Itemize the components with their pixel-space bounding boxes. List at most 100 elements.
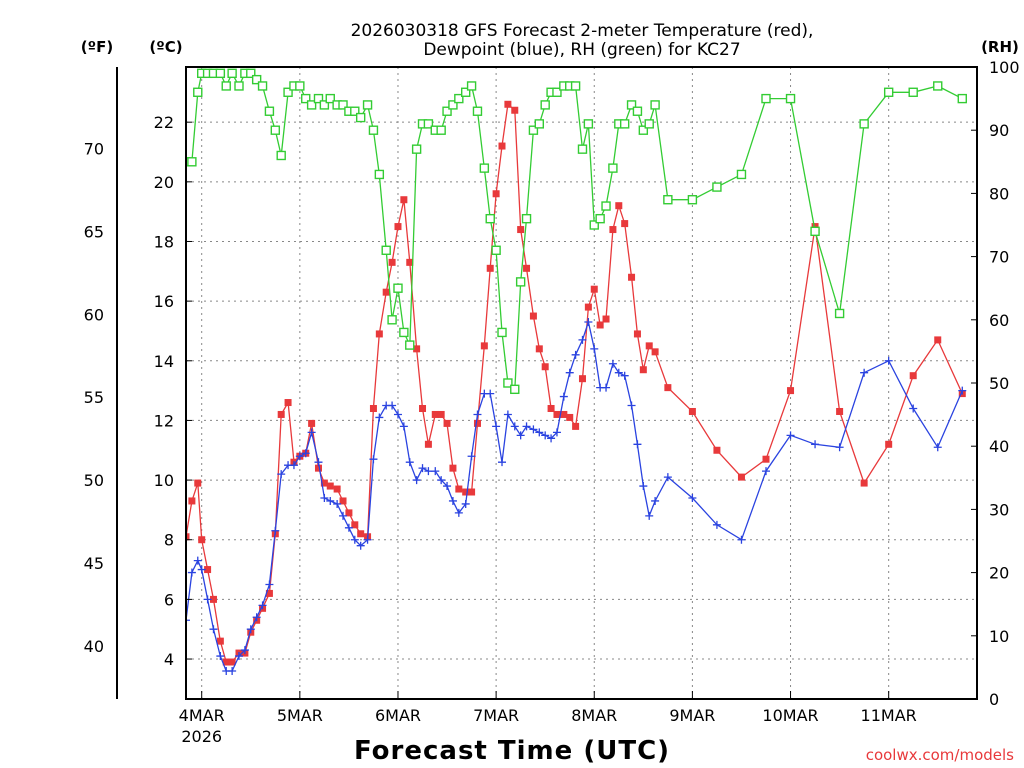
rh-marker (387, 315, 397, 325)
temperature-marker (860, 479, 868, 487)
dewpoint-marker (510, 422, 519, 431)
fahrenheit-tick-label: 60 (84, 305, 104, 324)
temperature-marker (209, 595, 217, 603)
temperature-marker (419, 405, 427, 413)
rh-marker (338, 100, 348, 110)
dewpoint-marker (663, 473, 672, 482)
temperature-marker (188, 497, 196, 505)
temperature-marker (584, 303, 592, 311)
temperature-line (186, 103, 963, 663)
temperature-marker (314, 464, 322, 472)
axis-layer: 4 6 8 10 12 14 16 18 20 22 4MAR 5MAR 6MAR 7MAR 8MAR 9MA… (84, 58, 1020, 746)
dewpoint-marker (958, 386, 967, 395)
temperature-marker (437, 410, 445, 418)
rh-tick-label: 70 (989, 248, 1009, 267)
temperature-marker (615, 202, 623, 210)
dewpoint-marker (633, 440, 642, 449)
temperature-marker (529, 312, 537, 320)
dewpoint-marker (320, 493, 329, 502)
rh-marker (491, 245, 501, 255)
rh-marker (595, 213, 605, 224)
dewpoint-marker (307, 428, 316, 437)
dewpoint-marker (265, 580, 274, 589)
dewpoint-marker (627, 401, 636, 410)
dewpoint-marker (209, 625, 218, 634)
rh-tick-label: 90 (989, 121, 1009, 140)
temperature-marker (511, 106, 519, 114)
rh-marker (859, 119, 869, 129)
dewpoint-marker (786, 431, 795, 440)
temperature-marker (345, 509, 353, 517)
rh-marker (570, 81, 581, 91)
dewpoint-marker (271, 526, 280, 535)
temperature-marker (713, 446, 721, 454)
rh-marker (399, 327, 409, 338)
dewpoint-marker (712, 520, 721, 529)
rh-marker (234, 81, 244, 91)
rh-marker (319, 100, 330, 110)
rh-marker (608, 163, 618, 173)
rh-tick-label: 60 (989, 311, 1009, 330)
temperature-marker (320, 479, 328, 487)
dewpoint-marker (578, 335, 587, 344)
dewpoint-marker (344, 523, 353, 532)
rh-marker (515, 277, 526, 287)
dewpoint-marker (503, 410, 512, 419)
rh-marker (276, 150, 286, 161)
rh-marker (619, 119, 630, 129)
dewpoint-marker (933, 443, 942, 452)
chart-title-line1: 2026030318 GFS Forecast 2-meter Temperat… (351, 21, 814, 41)
rh-marker (712, 182, 722, 192)
dewpoint-marker (431, 467, 440, 476)
dewpoint-marker (350, 535, 359, 544)
rh-marker (283, 87, 293, 97)
temperature-marker (265, 589, 273, 597)
temperature-marker (400, 196, 408, 204)
rh-marker (393, 283, 403, 293)
temperature-marker (424, 440, 432, 448)
dewpoint-marker (356, 541, 365, 550)
rh-marker (540, 100, 550, 110)
dewpoint-marker (571, 350, 580, 359)
x-tick-label: 8MAR (571, 706, 617, 725)
rh-marker (227, 68, 237, 79)
dewpoint-marker (418, 464, 427, 473)
rh-marker (295, 81, 305, 91)
rh-marker (368, 125, 379, 135)
temperature-marker (602, 315, 610, 323)
temperature-marker (186, 533, 190, 541)
rh-marker (810, 226, 820, 237)
rh-marker (644, 119, 654, 129)
temperature-marker (326, 482, 334, 490)
temperature-marker (633, 330, 641, 338)
temperature-marker (473, 419, 481, 427)
rh-marker (933, 81, 943, 91)
temperature-marker (762, 455, 770, 463)
rh-marker (632, 106, 643, 116)
dewpoint-marker (187, 568, 196, 577)
celsius-tick-label: 10 (154, 471, 174, 490)
dewpoint-marker (492, 422, 501, 431)
temperature-marker (443, 419, 451, 427)
dewpoint-marker (424, 467, 433, 476)
rh-marker (301, 93, 311, 104)
temperature-marker (406, 258, 414, 266)
fahrenheit-tick-label: 50 (84, 471, 104, 490)
temperature-marker (523, 264, 531, 272)
temperature-marker (194, 479, 202, 487)
rh-tick-label: 40 (989, 437, 1009, 456)
dewpoint-marker (240, 646, 249, 655)
rh-tick-label: 50 (989, 374, 1009, 393)
temperature-marker (651, 348, 659, 356)
dewpoint-marker (541, 431, 550, 440)
temperature-marker (486, 264, 494, 272)
rh-marker (883, 87, 894, 97)
temperature-marker (639, 366, 647, 374)
rh-marker (454, 93, 464, 104)
rh-marker (264, 106, 275, 116)
temperature-marker (222, 658, 230, 666)
rh-marker (270, 125, 281, 135)
dewpoint-marker (498, 458, 507, 467)
temperature-marker (204, 566, 212, 574)
dewpoint-marker (234, 652, 243, 661)
